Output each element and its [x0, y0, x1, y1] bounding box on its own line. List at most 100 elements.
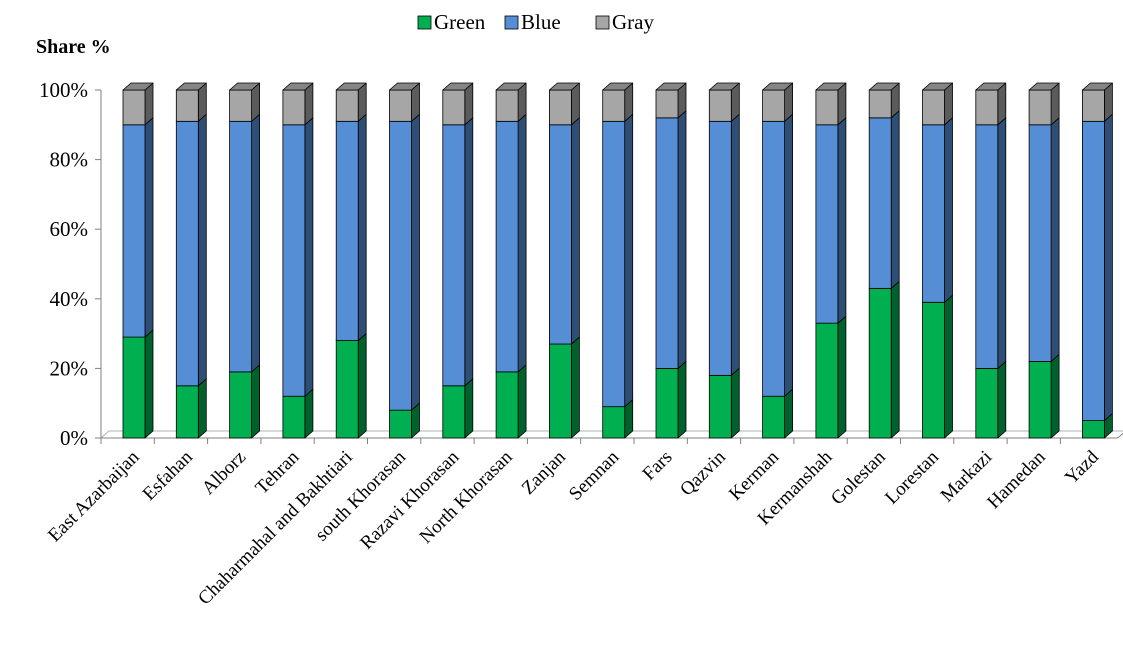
bar-segment [1082, 89, 1105, 122]
bar-segment [655, 117, 679, 369]
bar-side [730, 113, 740, 376]
bar-top [762, 82, 793, 91]
bar-segment [442, 124, 466, 387]
legend-item: Gray [595, 10, 654, 34]
bar-segment [815, 124, 839, 324]
bar-stack [602, 82, 634, 439]
bar-top [1028, 82, 1060, 91]
bar-stack [655, 82, 687, 439]
bar-top [175, 82, 207, 91]
bar-side [677, 360, 687, 439]
y-axis-title: Share % [36, 36, 111, 58]
bar-side [890, 110, 900, 289]
bar-segment [708, 374, 732, 439]
bar-stack [708, 82, 740, 439]
x-tick-label: Lorestan [881, 446, 943, 508]
legend-swatch [417, 15, 432, 30]
bar-side [730, 367, 740, 439]
bar-top [122, 82, 154, 91]
bar-top [602, 82, 634, 91]
bar-side [1104, 113, 1113, 422]
bar-segment [975, 367, 999, 439]
x-tick-label: Golestan [827, 446, 890, 509]
bar-stack [1082, 82, 1113, 439]
bar-segment [282, 395, 306, 439]
bar-top [708, 82, 740, 91]
legend-swatch [504, 15, 519, 30]
x-tick-label: Yazd [1061, 446, 1103, 488]
bar-segment [175, 89, 199, 122]
bar-top [389, 82, 420, 91]
bar-segment [442, 89, 466, 126]
bar-segment [922, 301, 945, 439]
bar-side [251, 113, 261, 373]
bar-segment [1028, 124, 1052, 362]
bar-stack [495, 82, 527, 439]
x-tick-label: Fars [639, 447, 677, 485]
bar-segment [549, 124, 572, 345]
x-tick-label: Hamedan [983, 446, 1050, 513]
bar-segment [335, 340, 359, 439]
legend-label: Gray [612, 10, 654, 34]
bar-stack [549, 82, 580, 439]
legend-item: Blue [504, 10, 561, 34]
bar-top [495, 82, 527, 91]
bar-segment [229, 89, 253, 122]
bar-segment [229, 120, 253, 373]
bar-side [677, 110, 687, 369]
x-tick-label: Alborz [198, 447, 250, 499]
bar-stack [762, 82, 793, 439]
bar-side [571, 117, 580, 345]
y-tick-label: 60% [50, 217, 89, 241]
bar-segment [122, 336, 146, 439]
bar-stack [229, 82, 261, 439]
bar-side [197, 113, 207, 387]
bar-side [624, 113, 634, 408]
bar-stack [175, 82, 207, 439]
bar-segment [975, 89, 999, 126]
bar-side [464, 117, 474, 387]
bar-segment [442, 385, 466, 439]
x-tick-label: Zanjan [518, 446, 571, 499]
y-tick-label: 20% [50, 356, 89, 380]
bar-segment [868, 117, 892, 289]
bar-segment [708, 89, 732, 122]
bar-side [1050, 354, 1060, 439]
bar-side [517, 364, 527, 439]
bar-segment [655, 89, 679, 119]
y-tick-label: 80% [50, 148, 89, 172]
x-tick-label: North Khorasan [416, 446, 517, 547]
bar-side [997, 360, 1007, 439]
bar-segment [549, 89, 572, 126]
bar-side [997, 117, 1007, 369]
bar-top [229, 82, 261, 91]
bar-segment [602, 120, 626, 408]
legend-label: Green [434, 10, 486, 34]
bar-side [304, 117, 314, 397]
bar-side [304, 388, 314, 439]
bar-side [357, 333, 367, 439]
bar-side [837, 315, 847, 439]
bar-segment [762, 120, 785, 397]
x-tick-label: Esfahan [139, 446, 197, 504]
bar-segment [1028, 89, 1052, 126]
bar-segment [175, 120, 199, 387]
bar-side [944, 117, 953, 303]
legend-item: Green [417, 10, 486, 34]
bar-segment [389, 120, 412, 411]
bar-top [1082, 82, 1113, 91]
bar-segment [389, 89, 412, 122]
bar-side [517, 113, 527, 373]
bar-segment [495, 120, 519, 373]
bar-top [922, 82, 953, 91]
bar-segment [762, 89, 785, 122]
bar-segment [495, 89, 519, 122]
bar-stack [335, 82, 367, 439]
legend-label: Blue [521, 10, 561, 34]
bar-side [144, 329, 154, 439]
bar-top [868, 82, 900, 91]
x-tick-label: Semnan [565, 446, 623, 504]
bar-segment [282, 89, 306, 126]
bar-side [784, 113, 793, 397]
